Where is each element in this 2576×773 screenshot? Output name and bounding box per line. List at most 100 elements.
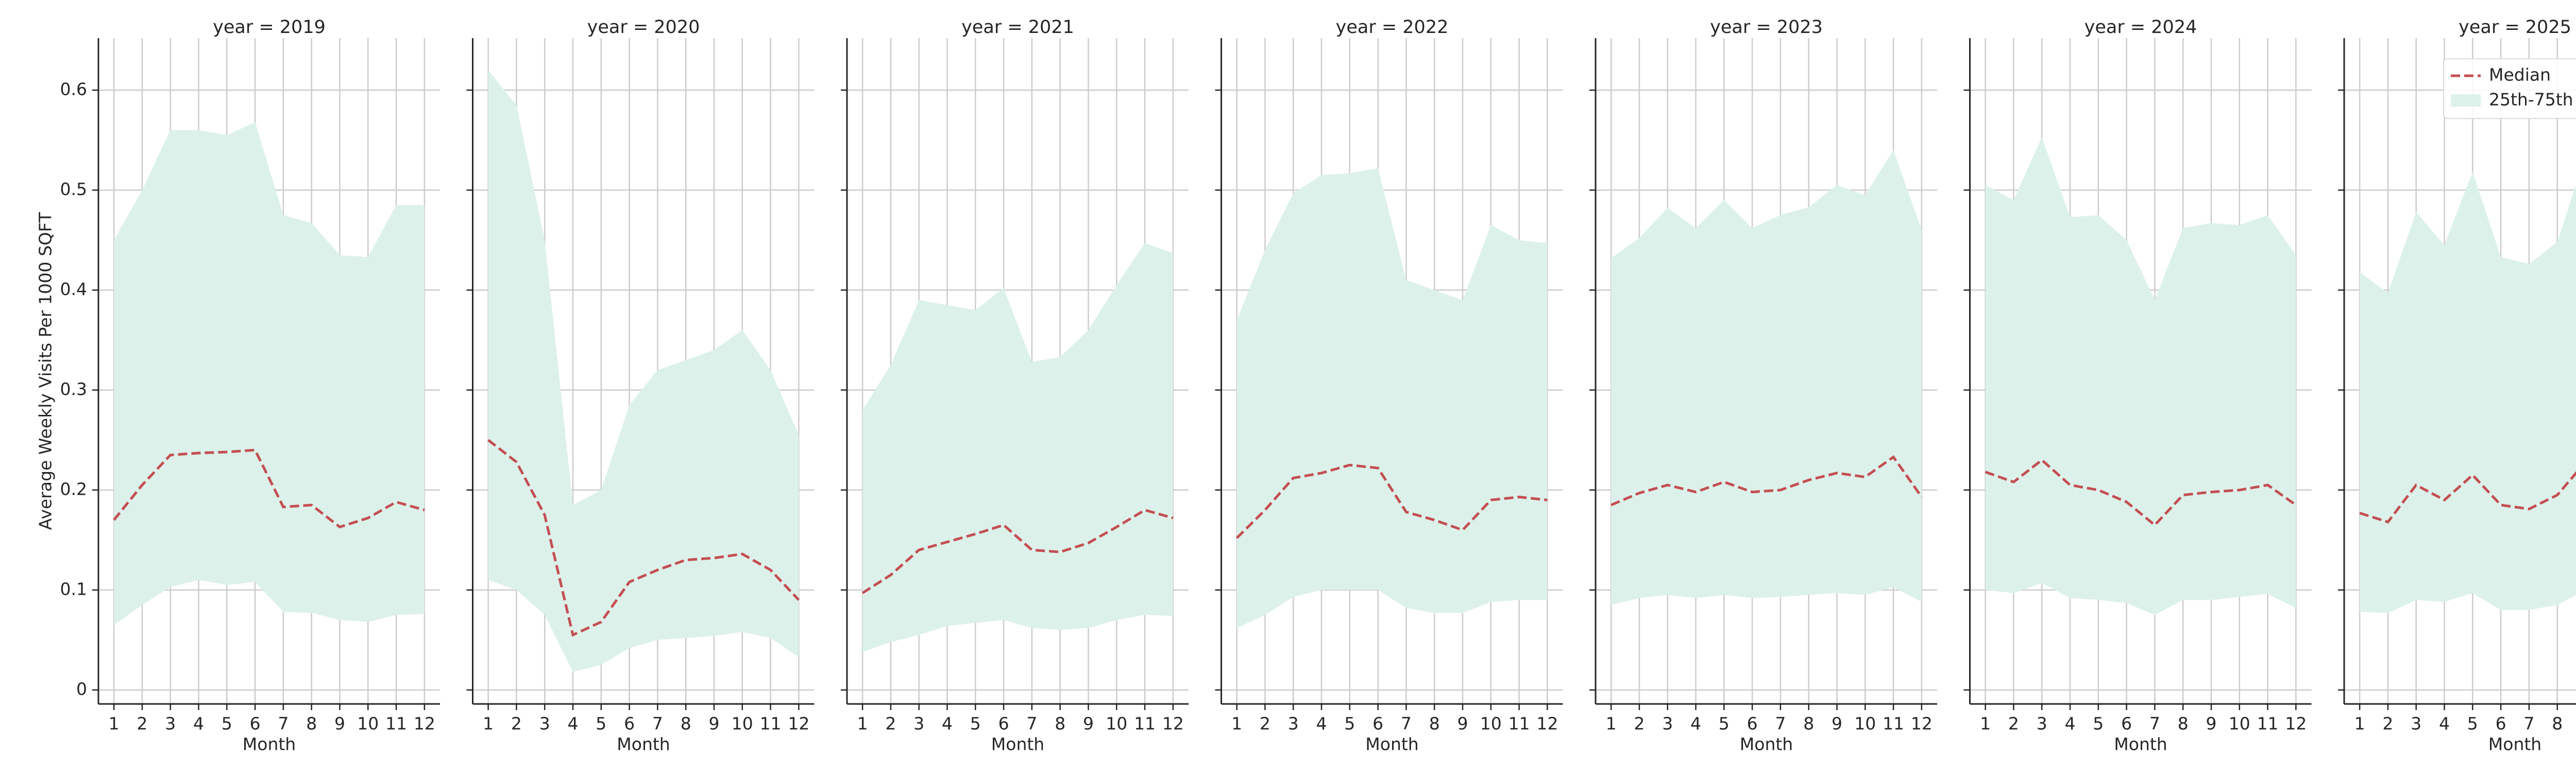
x-tick-label: 3 [539,714,550,734]
percentile-band [1611,150,1922,605]
x-tick-label: 5 [1344,714,1355,734]
x-tick-label: 8 [1429,714,1440,734]
x-tick-label: 4 [1316,714,1327,734]
x-tick-label: 5 [970,714,981,734]
median-line [861,509,1174,594]
x-tick-label: 10 [1854,714,1876,734]
x-tick-label: 3 [2037,714,2047,734]
panel-title: year = 2022 [1336,17,1449,38]
x-tick-label: 11 [760,714,782,734]
legend-label: Median [2489,65,2551,85]
x-tick-label: 2 [1260,714,1270,734]
x-tick-label: 7 [1401,714,1412,734]
x-tick-label: 1 [1231,714,1242,734]
x-tick-label: 1 [857,714,868,734]
x-tick-label: 1 [483,714,494,734]
x-tick-label: 6 [624,714,635,734]
median-line [487,439,800,637]
x-tick-label: 9 [2206,714,2216,734]
x-tick-label: 6 [1372,714,1383,734]
x-tick-label: 8 [681,714,691,734]
x-axis-label: Month [2114,734,2167,754]
x-tick-label: 7 [1026,714,1037,734]
legend-swatch [2451,94,2481,107]
x-tick-label: 2 [511,714,522,734]
y-tick-label: 0.1 [60,579,87,599]
x-tick-label: 2 [885,714,896,734]
x-tick-label: 9 [1083,714,1094,734]
x-tick-label: 6 [998,714,1009,734]
y-tick-label: 0.2 [60,479,87,499]
x-tick-label: 6 [250,714,261,734]
x-tick-label: 3 [1662,714,1673,734]
x-tick-label: 12 [2285,714,2307,734]
x-tick-label: 11 [2257,714,2279,734]
panel-title: year = 2023 [1710,17,1823,38]
x-tick-label: 8 [306,714,317,734]
x-tick-label: 5 [2467,714,2478,734]
x-axis-label: Month [1740,734,1793,754]
x-tick-label: 5 [2093,714,2104,734]
y-tick-label: 0 [76,679,87,699]
x-tick-label: 8 [2178,714,2189,734]
percentile-band [114,122,425,625]
median-line [113,448,425,529]
x-tick-label: 8 [1055,714,1065,734]
x-tick-label: 6 [2121,714,2132,734]
panel-title: year = 2024 [2084,17,2197,38]
x-axis-label: Month [991,734,1044,754]
x-tick-label: 6 [2496,714,2506,734]
x-axis-label: Month [1365,734,1418,754]
x-tick-label: 4 [1690,714,1701,734]
x-tick-label: 9 [334,714,345,734]
x-tick-label: 12 [788,714,809,734]
percentile-band [488,70,799,672]
x-tick-label: 8 [1803,714,1814,734]
x-tick-label: 1 [109,714,120,734]
y-tick-label: 0.4 [60,279,87,299]
x-axis-label: Month [243,734,296,754]
x-tick-label: 3 [2411,714,2421,734]
panel-title: year = 2025 [2459,17,2571,38]
x-tick-label: 10 [2229,714,2250,734]
x-tick-label: 1 [1606,714,1617,734]
x-tick-label: 9 [1457,714,1468,734]
x-tick-label: 5 [596,714,606,734]
x-axis-label: Month [2488,734,2541,754]
x-tick-label: 8 [2552,714,2563,734]
median-line [1235,463,1548,539]
legend-label: 25th-75th Percentile [2489,90,2576,110]
x-tick-label: 5 [222,714,232,734]
x-tick-label: 12 [1536,714,1558,734]
x-tick-label: 11 [1134,714,1156,734]
x-tick-label: 2 [2382,714,2393,734]
x-tick-label: 12 [1911,714,1933,734]
x-tick-label: 5 [1719,714,1730,734]
percentile-band [1236,168,1548,628]
x-tick-label: 10 [732,714,753,734]
x-tick-label: 2 [1634,714,1645,734]
median-line [1611,455,1923,507]
x-tick-label: 3 [913,714,924,734]
x-tick-label: 4 [2439,714,2450,734]
y-tick-label: 0.6 [60,79,87,99]
y-tick-label: 0.3 [60,379,87,399]
x-tick-label: 9 [1832,714,1842,734]
x-tick-label: 3 [165,714,176,734]
panel-title: year = 2021 [961,17,1074,38]
x-tick-label: 11 [385,714,407,734]
x-tick-label: 7 [652,714,663,734]
x-tick-label: 7 [278,714,289,734]
x-tick-label: 6 [1747,714,1758,734]
x-tick-label: 11 [1509,714,1530,734]
x-tick-label: 10 [1106,714,1127,734]
x-tick-label: 9 [708,714,719,734]
x-tick-label: 2 [137,714,147,734]
x-tick-label: 1 [2354,714,2365,734]
percentile-band [2360,172,2576,613]
panel-title: year = 2020 [587,17,700,38]
x-axis-label: Month [617,734,670,754]
x-tick-label: 7 [1775,714,1786,734]
x-tick-label: 3 [1288,714,1299,734]
